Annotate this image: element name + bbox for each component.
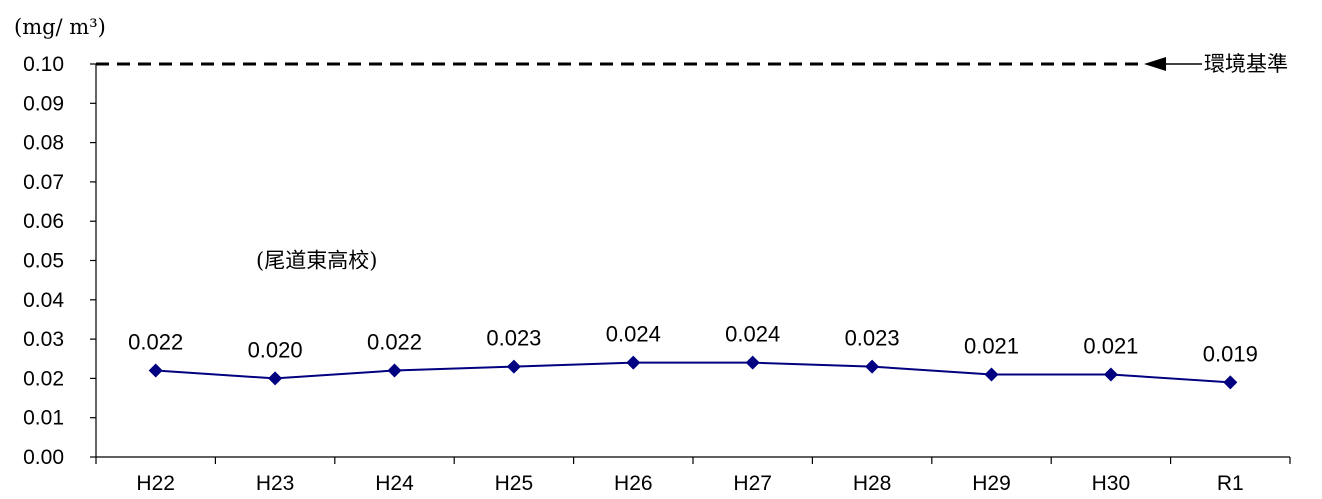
data-point-marker bbox=[626, 355, 641, 370]
reference-label: 環境基準 bbox=[1204, 52, 1288, 76]
data-point-marker bbox=[1223, 375, 1238, 390]
x-tick-label: H27 bbox=[733, 472, 772, 495]
data-point-marker bbox=[865, 359, 880, 374]
data-label: 0.024 bbox=[606, 322, 661, 347]
reference-arrow-head bbox=[1144, 57, 1166, 71]
data-label: 0.020 bbox=[248, 337, 303, 362]
x-tick-label: H22 bbox=[136, 472, 175, 495]
data-label: 0.021 bbox=[964, 333, 1019, 358]
y-tick-label: 0.05 bbox=[23, 250, 64, 273]
y-tick-label: 0.03 bbox=[23, 328, 64, 351]
data-label: 0.023 bbox=[845, 326, 900, 351]
x-tick-label: H29 bbox=[972, 472, 1011, 495]
y-tick-label: 0.02 bbox=[23, 367, 64, 390]
data-point-marker bbox=[745, 355, 760, 370]
data-point-marker bbox=[387, 363, 402, 378]
data-label: 0.019 bbox=[1203, 341, 1258, 366]
unit-label: (mg/ m³) bbox=[14, 15, 106, 39]
x-tick-label: H30 bbox=[1092, 472, 1131, 495]
x-tick-label: H26 bbox=[614, 472, 653, 495]
data-label: 0.023 bbox=[486, 326, 541, 351]
y-tick-label: 0.07 bbox=[23, 171, 64, 194]
data-label: 0.024 bbox=[725, 322, 780, 347]
data-point-marker bbox=[506, 359, 521, 374]
data-label: 0.022 bbox=[128, 330, 183, 355]
x-tick-label: H23 bbox=[256, 472, 295, 495]
x-tick-label: R1 bbox=[1217, 472, 1244, 495]
series-line bbox=[155, 361, 1231, 384]
series-group bbox=[148, 355, 1238, 390]
y-tick-label: 0.06 bbox=[23, 210, 64, 233]
data-point-marker bbox=[148, 363, 163, 378]
data-point-marker bbox=[984, 367, 999, 382]
data-label: 0.021 bbox=[1083, 333, 1138, 358]
station-label: (尾道東高校) bbox=[256, 249, 377, 273]
data-label: 0.022 bbox=[367, 330, 422, 355]
x-tick-label: H28 bbox=[853, 472, 892, 495]
x-tick-label: H25 bbox=[495, 472, 534, 495]
data-point-marker bbox=[1103, 367, 1118, 382]
y-tick-label: 0.08 bbox=[23, 132, 64, 155]
reference-line-group: 環境基準 bbox=[96, 52, 1288, 76]
y-tick-label: 0.04 bbox=[23, 289, 64, 312]
y-tick-label: 0.10 bbox=[23, 53, 64, 76]
x-tick-label: H24 bbox=[375, 472, 414, 495]
y-tick-label: 0.00 bbox=[23, 446, 64, 469]
labels-group: (mg/ m³) (尾道東高校) 0.022 0.020 0.022 0.023 0.024… bbox=[14, 15, 1258, 366]
y-tick-label: 0.01 bbox=[23, 407, 64, 430]
y-tick-label: 0.09 bbox=[23, 92, 64, 115]
data-point-marker bbox=[268, 371, 283, 386]
axes-group: 0.00 0.01 0.02 0.03 0.04 0.05 0.06 0.07 0.08 0.09… bbox=[23, 53, 1291, 495]
